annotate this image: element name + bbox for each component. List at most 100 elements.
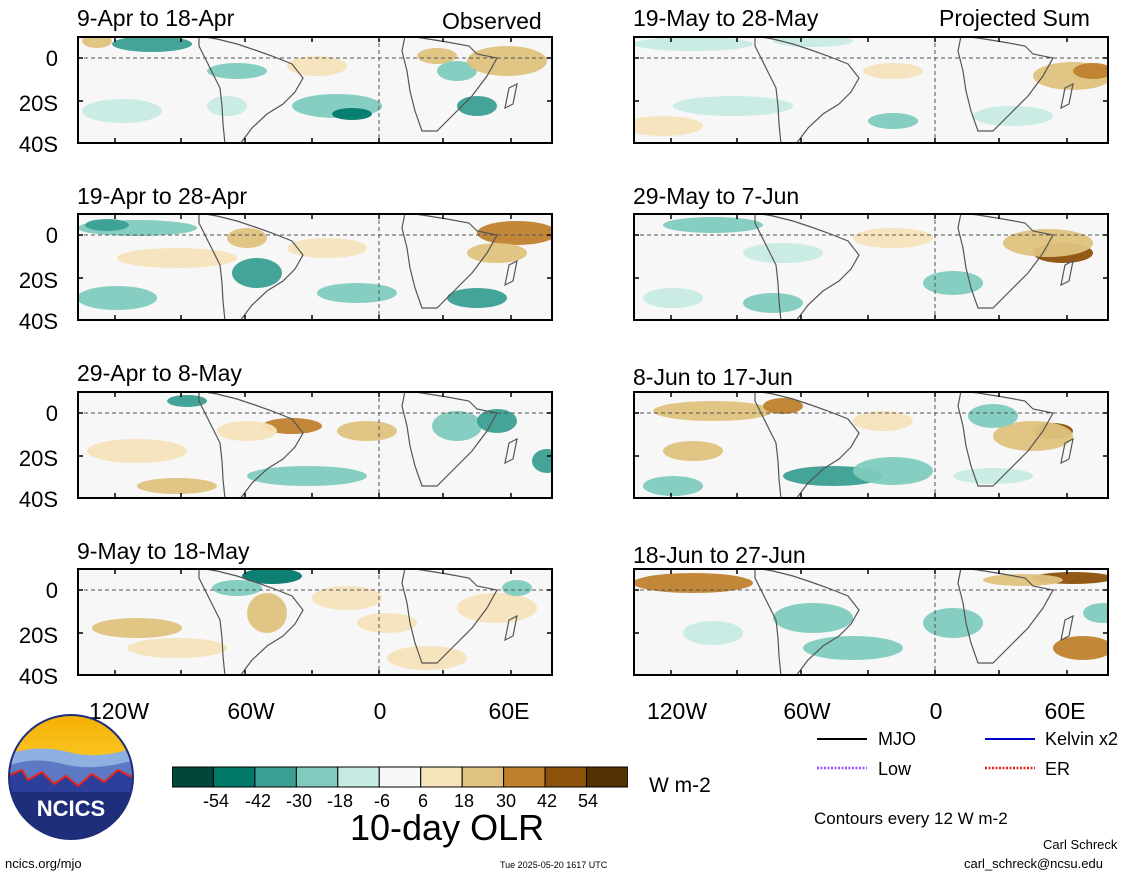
legend-kelvin-label: Kelvin x2 [1045, 729, 1119, 749]
colorbar-swatch [378, 766, 422, 788]
olr-anomaly-region [683, 621, 743, 645]
continent-outlines [754, 568, 1074, 676]
y-tick-label: 20S [18, 623, 58, 648]
colorbar-swatch [172, 766, 214, 788]
africa-outline [401, 568, 498, 664]
madagascar-outline [1060, 614, 1074, 642]
olr-anomaly-region [357, 613, 417, 633]
olr-anomaly-region [457, 593, 537, 623]
map-frame [77, 391, 553, 499]
x-tick-label: 120W [88, 698, 150, 724]
olr-anomaly-region [82, 99, 162, 123]
olr-anomaly-region [212, 580, 262, 596]
legend-mjo-label: MJO [878, 729, 916, 749]
x-tick-label: 60E [1044, 698, 1086, 724]
continent-outlines [754, 391, 1074, 499]
continent-outlines [754, 36, 1074, 144]
olr-anomaly-field [92, 568, 537, 670]
colorbar-label: -18 [326, 791, 353, 811]
continent-outlines [198, 391, 518, 499]
legend-er-label: ER [1045, 759, 1071, 779]
madagascar-outline [1060, 259, 1074, 287]
olr-anomaly-region [167, 395, 207, 407]
ncics-logo: NCICS [8, 714, 134, 840]
olr-anomaly-region [1073, 63, 1109, 79]
x-tick-label: 60W [783, 698, 831, 724]
olr-anomaly-region [803, 636, 903, 660]
olr-anomaly-region [227, 228, 267, 248]
olr-anomaly-region [502, 580, 532, 596]
y-tick-label: 20S [18, 91, 58, 116]
y-tick-label: 0 [45, 223, 58, 248]
olr-anomaly-region [923, 271, 983, 295]
south-america-outline [754, 36, 860, 144]
map-panel-left-4 [77, 568, 553, 676]
olr-anomaly-region [92, 618, 182, 638]
colorbar-swatch [544, 766, 588, 788]
olr-anomaly-region [287, 56, 347, 76]
olr-anomaly-region [137, 478, 217, 494]
olr-anomaly-region [467, 243, 527, 263]
colorbar-label: 18 [453, 791, 475, 811]
y-tick-label: 40S [18, 309, 58, 334]
olr-anomaly-region [262, 418, 322, 434]
colorbar-label: 42 [536, 791, 558, 811]
madagascar-outline [504, 82, 518, 110]
olr-anomaly-region [287, 238, 367, 258]
olr-anomaly-region [923, 608, 983, 638]
olr-anomaly-field [77, 219, 553, 310]
olr-anomaly-field [87, 395, 553, 494]
olr-anomaly-region [863, 63, 923, 79]
footer-url: ncics.org/mjo [5, 856, 82, 871]
olr-anomaly-region [337, 421, 397, 441]
colorbar-swatch [254, 766, 297, 788]
map-frame [633, 391, 1109, 499]
olr-anomaly-region [633, 37, 753, 51]
olr-anomaly-region [317, 283, 397, 303]
footer-email: carl_schreck@ncsu.edu [964, 856, 1103, 871]
olr-anomaly-region [1053, 636, 1109, 660]
south-america-outline [754, 568, 860, 676]
continent-outlines [198, 213, 518, 321]
map-panel-right-1 [633, 36, 1109, 144]
olr-anomaly-region [477, 221, 553, 245]
madagascar-outline [504, 437, 518, 465]
colorbar-swatch [461, 766, 505, 788]
africa-outline [401, 213, 498, 309]
olr-anomaly-region [633, 116, 703, 136]
map-frame [633, 36, 1109, 144]
y-tick-label: 40S [18, 664, 58, 689]
legend-lines [817, 738, 1035, 770]
olr-anomaly-region [117, 248, 237, 268]
colorbar-label: -54 [202, 791, 229, 811]
continent-outlines [198, 36, 518, 144]
footer-author: Carl Schreck [1043, 837, 1118, 852]
colorbar-label: 30 [495, 791, 517, 811]
olr-anomaly-region [247, 593, 287, 633]
y-tick-label: 0 [45, 46, 58, 71]
olr-anomaly-region [467, 46, 547, 76]
olr-anomaly-region [477, 409, 517, 433]
chart-title: 10-day OLR [350, 807, 545, 848]
colorbar-label: 54 [577, 791, 599, 811]
colorbar-swatch [295, 766, 339, 788]
olr-anomaly-region [853, 228, 933, 248]
projected-header: Projected Sum [939, 5, 1090, 31]
africa-outline [957, 391, 1054, 487]
olr-anomaly-region [773, 603, 853, 633]
olr-anomaly-region [993, 421, 1073, 451]
y-tick-label: 40S [18, 487, 58, 512]
colorbar-swatch [420, 766, 463, 788]
olr-anomaly-region [127, 638, 227, 658]
panel-title-right-1: 19-May to 28-May [633, 5, 819, 31]
x-tick-label: 0 [929, 698, 943, 724]
olr-anomaly-region [247, 466, 367, 486]
colorbar-label: -30 [285, 791, 312, 811]
panel-title-left-4: 9-May to 18-May [77, 538, 250, 564]
africa-outline [401, 36, 498, 132]
africa-outline [401, 391, 498, 487]
olr-anomaly-region [868, 113, 918, 129]
x-tick-label: 60W [227, 698, 275, 724]
olr-anomaly-region [643, 288, 703, 308]
contours-note: Contours every 12 W m-2 [814, 809, 1008, 828]
